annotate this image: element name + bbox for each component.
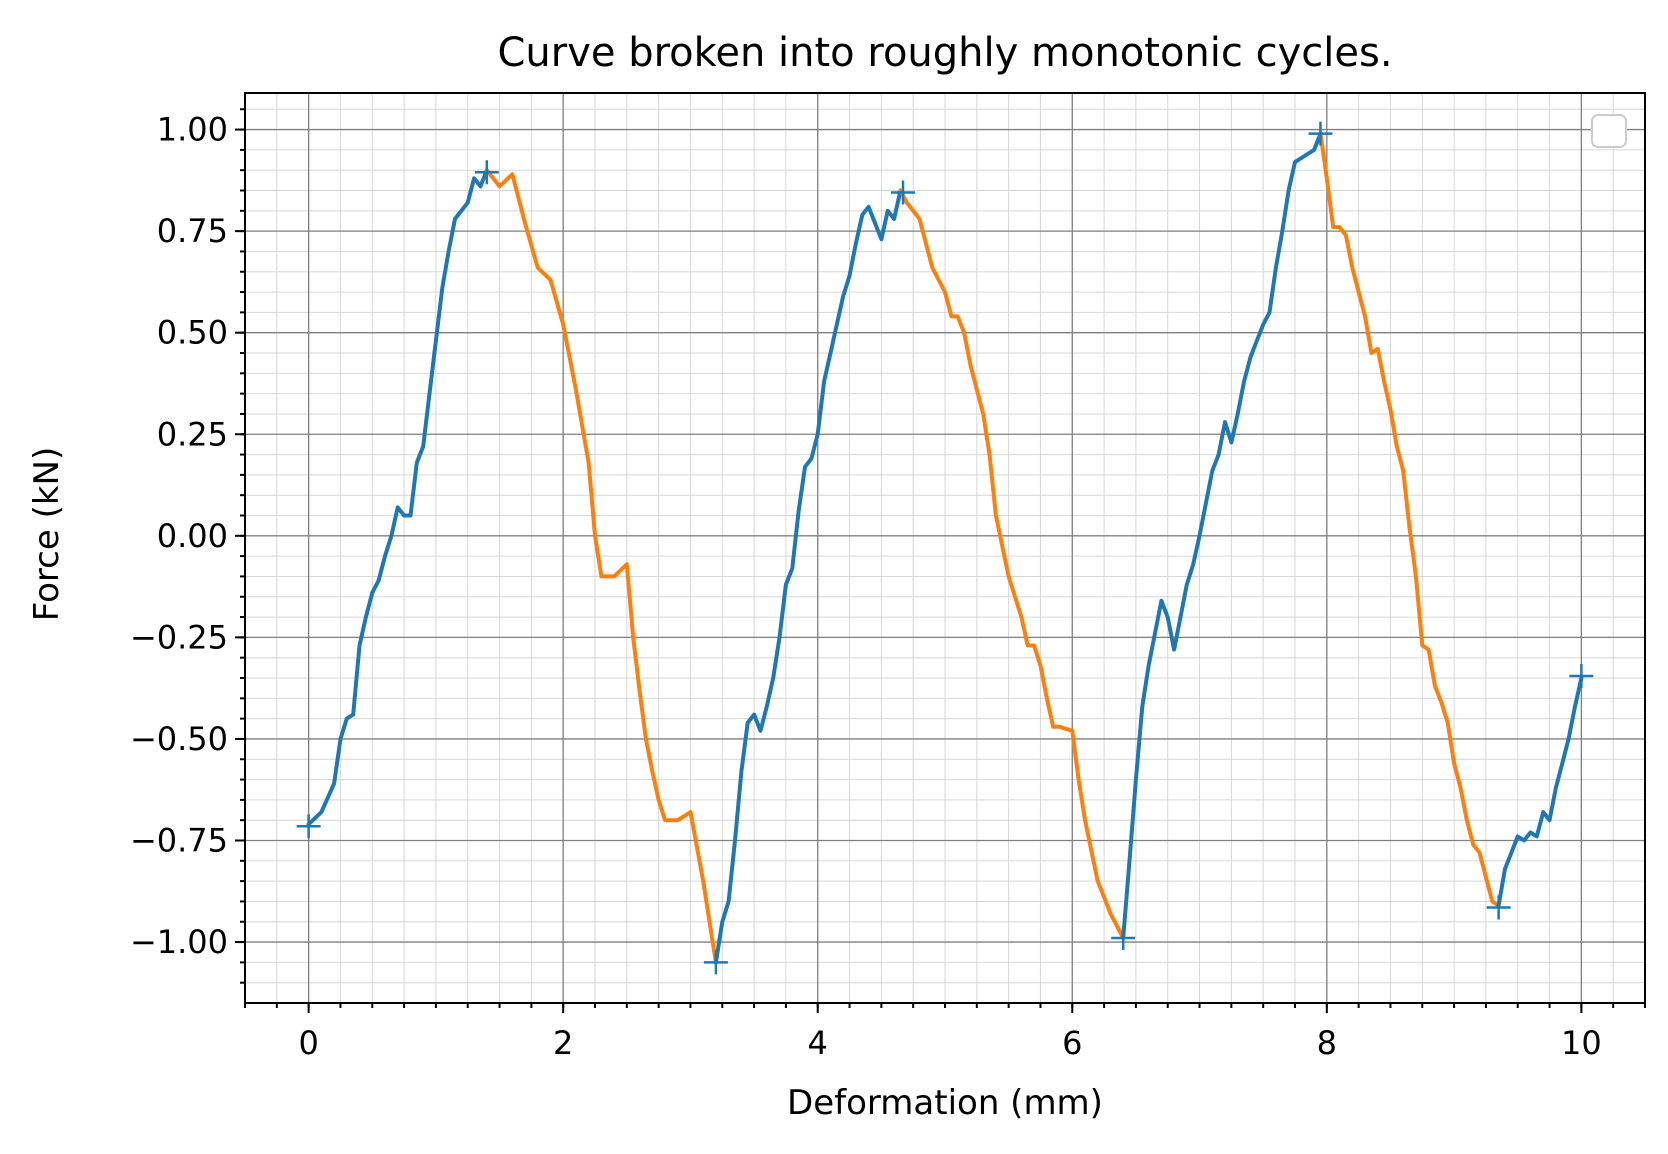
turning-point-marker <box>891 180 915 205</box>
turning-point-marker <box>703 950 728 975</box>
loading-segment-5 <box>1121 131 1323 940</box>
x-tick-label: 10 <box>1561 1024 1602 1062</box>
y-tick-label: −0.25 <box>130 618 228 656</box>
unloading-segment-6 <box>1318 131 1501 908</box>
x-tick-labels: 0 2 4 6 8 10 <box>298 1024 1601 1062</box>
turning-point-marker <box>1486 895 1511 920</box>
loading-segment-1 <box>306 168 489 827</box>
x-axis-label: Deformation (mm) <box>787 1083 1103 1123</box>
x-tick-label: 2 <box>553 1024 573 1062</box>
turning-point-marker <box>1308 121 1333 146</box>
y-tick-label: −0.75 <box>130 822 228 860</box>
y-tick-label: 0.75 <box>157 212 228 250</box>
chart-title: Curve broken into roughly monotonic cycl… <box>497 30 1392 76</box>
unloading-segment-2 <box>484 168 718 965</box>
series-group <box>306 131 1584 965</box>
legend-box <box>1591 114 1627 148</box>
y-tick-label: −1.00 <box>130 923 228 961</box>
turning-point-marker <box>1111 926 1136 950</box>
y-tick-labels: 1.00 0.75 0.50 0.25 0.00 −0.25 −0.50 −0.75 −1.00 <box>130 111 228 962</box>
turning-point-marker <box>474 160 499 185</box>
y-tick-label: 0.00 <box>157 517 228 555</box>
y-tick-label: 0.25 <box>157 415 228 453</box>
markers-group <box>296 121 1594 975</box>
y-tick-label: 1.00 <box>157 111 228 149</box>
turning-point-marker <box>1569 663 1594 688</box>
x-tick-label: 4 <box>808 1024 828 1062</box>
loading-segment-7 <box>1496 676 1584 908</box>
x-tick-label: 8 <box>1317 1024 1337 1062</box>
x-tick-label: 6 <box>1062 1024 1082 1062</box>
y-tick-label: −0.50 <box>130 720 228 758</box>
unloading-segment-4 <box>898 188 1126 940</box>
y-axis-label: Force (kN) <box>27 447 67 621</box>
axis-ticks <box>235 108 1646 1013</box>
loading-segment-3 <box>713 188 903 965</box>
y-tick-label: 0.50 <box>157 314 228 352</box>
x-tick-label: 0 <box>298 1024 318 1062</box>
turning-point-marker <box>296 814 321 839</box>
